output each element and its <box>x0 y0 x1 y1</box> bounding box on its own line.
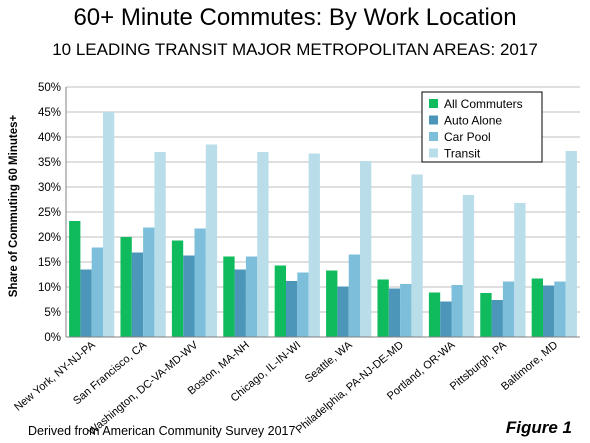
y-axis-label: Share of Commuting 60 Minutes+ <box>8 115 20 298</box>
bar-transit <box>514 203 526 337</box>
y-tick-label: 10% <box>38 282 61 294</box>
bar-transit <box>411 174 423 337</box>
bar-all-commuters <box>223 256 235 337</box>
bar-car-pool <box>194 228 206 337</box>
bar-transit <box>360 161 372 337</box>
bar-auto-alone <box>491 300 503 337</box>
bar-auto-alone <box>440 301 452 337</box>
legend-swatch <box>429 99 438 108</box>
bar-auto-alone <box>337 286 349 337</box>
y-tick-label: 35% <box>38 157 61 169</box>
figure-label: Figure 1 <box>505 418 572 437</box>
bar-all-commuters <box>120 237 132 337</box>
x-tick-label: Baltimore, MD <box>499 339 560 393</box>
legend-swatch <box>429 132 438 141</box>
y-tick-label: 15% <box>38 257 61 269</box>
chart-title: 60+ Minute Commutes: By Work Location <box>73 4 517 31</box>
bar-car-pool <box>245 256 258 337</box>
bar-car-pool <box>297 272 309 337</box>
legend-label: Transit <box>444 147 481 161</box>
bar-all-commuters <box>480 293 492 337</box>
x-tick-label: Washington, DC-VA-MD-WV <box>86 339 201 438</box>
y-tick-label: 40% <box>38 132 61 144</box>
legend-swatch <box>429 148 438 158</box>
bar-auto-alone <box>234 269 246 337</box>
bar-all-commuters <box>69 221 81 337</box>
bar-transit <box>308 153 320 337</box>
legend-label: Car Pool <box>444 130 491 144</box>
x-tick-label: Seattle, WA <box>303 339 355 386</box>
legend-label: All Commuters <box>444 97 523 111</box>
y-tick-label: 0% <box>44 332 61 344</box>
y-tick-labels: 0% 5% 10% 15% 20% 25% 30% 35% 40% 45% 50% <box>38 82 61 344</box>
bar-auto-alone <box>388 288 401 337</box>
bar-auto-alone <box>80 269 92 337</box>
bars <box>69 112 577 337</box>
bar-all-commuters <box>326 270 338 337</box>
bar-transit <box>257 152 269 337</box>
y-tick-label: 30% <box>38 182 61 194</box>
bar-car-pool <box>91 247 104 337</box>
y-tick-label: 25% <box>38 207 61 219</box>
bar-transit <box>565 151 577 337</box>
bar-auto-alone <box>542 285 555 337</box>
x-tick-label: New York, NY-NJ-PA <box>12 339 98 414</box>
axes <box>65 87 580 338</box>
bar-transit <box>103 112 115 337</box>
bar-transit <box>462 195 475 337</box>
bar-auto-alone <box>131 252 144 337</box>
bar-auto-alone <box>285 281 298 337</box>
bar-car-pool <box>502 281 515 337</box>
legend-swatch <box>429 115 438 125</box>
y-tick-label: 20% <box>38 232 61 244</box>
bar-all-commuters <box>171 240 184 337</box>
bar-all-commuters <box>377 279 389 337</box>
bar-transit <box>205 144 218 337</box>
legend-box <box>421 91 543 163</box>
bar-all-commuters <box>531 278 543 337</box>
bar-car-pool <box>554 281 566 337</box>
y-tick-label: 5% <box>44 307 61 319</box>
bar-car-pool <box>348 254 361 337</box>
y-tick-label: 50% <box>38 82 61 94</box>
legend: All Commuters Auto Alone Car Pool Transit <box>421 91 543 163</box>
bar-all-commuters <box>428 292 441 337</box>
bar-transit <box>154 152 166 337</box>
source-note: Derived from American Community Survey 2… <box>28 424 296 438</box>
bar-auto-alone <box>183 255 195 337</box>
bar-car-pool <box>400 284 412 337</box>
y-tick-label: 45% <box>38 107 61 119</box>
bar-all-commuters <box>274 265 286 337</box>
legend-label: Auto Alone <box>444 114 502 128</box>
bar-car-pool <box>451 285 463 337</box>
chart-subtitle: 10 LEADING TRANSIT MAJOR METROPOLITAN AR… <box>52 40 538 59</box>
x-tick-label: Philadelphia, PA-NJ-DE-MD <box>294 339 406 436</box>
bar-car-pool <box>143 227 155 337</box>
